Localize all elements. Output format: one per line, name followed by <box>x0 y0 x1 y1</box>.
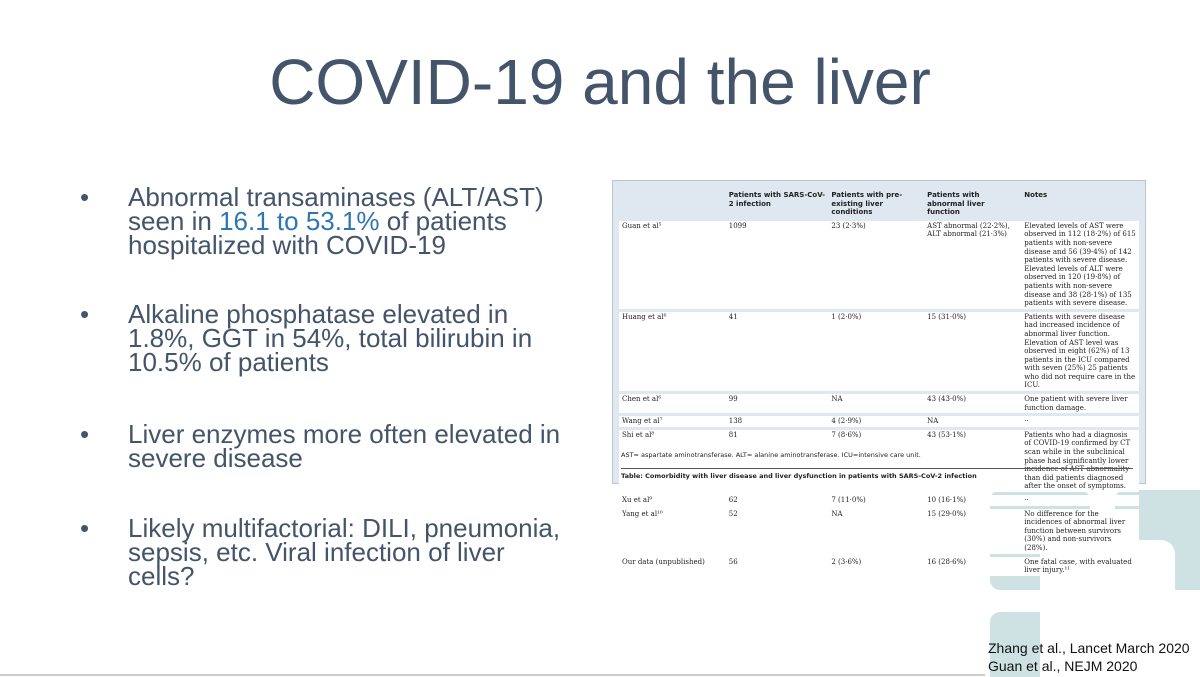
bullet-dot: • <box>80 182 90 212</box>
table-cell: Chen et al⁶ <box>619 394 726 414</box>
table-cell: 7 (11·0%) <box>828 495 925 506</box>
table-cell: 4 (2·9%) <box>828 416 925 427</box>
table-cell: 7 (8·6%) <box>828 429 925 492</box>
bullet-text: Liver enzymes more often elevated in sev… <box>128 419 561 473</box>
table-cell: ·· <box>1021 495 1139 506</box>
table-cell: One fatal case, with evaluated liver inj… <box>1021 556 1139 576</box>
table-cell: 1 (2·0%) <box>828 311 925 392</box>
title: COVID-19 and the liver <box>269 46 931 118</box>
table-cell: 23 (2·3%) <box>828 220 925 309</box>
table-row: Chen et al⁶ 99 NA 43 (43·0%) One patient wit… <box>619 394 1139 414</box>
table-cell: 62 <box>725 495 829 506</box>
table-row: Wang et al⁷ 138 4 (2·9%) NA ·· <box>619 416 1139 427</box>
bullet-dot: • <box>80 513 90 543</box>
table-cell: 99 <box>725 394 829 414</box>
table-row: Huang et al⁶ 41 1 (2·0%) 15 (31·0%) Patients… <box>619 311 1139 392</box>
header-cell <box>619 190 726 218</box>
table-row: Shi et al⁸ 81 7 (8·6%) 43 (53·1%) Patients w… <box>619 429 1139 492</box>
table-row: Guan et al⁵ 1099 23 (2·3%) AST abnormal (22… <box>619 220 1139 309</box>
table-cell: 56 <box>725 556 829 576</box>
table-cell: 138 <box>725 416 829 427</box>
header-cell: Notes <box>1024 191 1048 199</box>
table-cell: Yang et al¹⁰ <box>619 508 726 554</box>
citation: Guan et al., NEJM 2020 <box>988 658 1138 674</box>
table-cell: 10 (16·1%) <box>924 495 1022 506</box>
table-cell: Our data (unpublished) <box>619 556 726 576</box>
table-row: Yang et al¹⁰ 52 NA 15 (29·0%) No difference … <box>619 508 1139 554</box>
table-cell: NA <box>924 416 1022 427</box>
bullet-text: Abnormal transaminases (ALT/AST) seen in… <box>128 182 578 260</box>
table-cell: NA <box>828 508 925 554</box>
table-cell: One patient with severe liver function d… <box>1021 394 1139 414</box>
table-cell: NA <box>828 394 925 414</box>
table-cell: ·· <box>1021 416 1139 427</box>
highlight-run: 16.1 to 53.1% <box>219 206 380 236</box>
header-cell: Patients with pre-existing liver conditi… <box>831 191 903 217</box>
table-cell: Shi et al⁸ <box>619 429 726 492</box>
text-run: of patients hospitalized with COVID-19 <box>128 206 507 260</box>
table-figure: Patients with SARS-CoV-2 infection Patien… <box>612 180 1146 576</box>
table-footnote: AST= aspartate aminotransferase. ALT= al… <box>621 451 921 459</box>
table-cell: 16 (28·6%) <box>924 556 1022 576</box>
table-cell: Patients who had a diagnosis of COVID-19… <box>1021 429 1139 492</box>
table-cell: 15 (29·0%) <box>924 508 1022 554</box>
table-row: Our data (unpublished) 56 2 (3·6%) 16 (28·6… <box>619 556 1139 576</box>
table-cell: No difference for the incidences of abno… <box>1021 508 1139 554</box>
table-cell: Patients with severe disease had increas… <box>1021 311 1139 392</box>
table-cell: Guan et al⁵ <box>619 220 726 309</box>
header-cell: Patients with SARS-CoV-2 infection <box>728 191 826 208</box>
bullet-text: Likely multifactorial: DILI, pneumonia, … <box>128 513 561 591</box>
table-cell: Wang et al⁷ <box>619 416 726 427</box>
bullet-text: Alkaline phosphatase elevated in 1.8%, G… <box>128 299 533 377</box>
bullet-dot: • <box>80 419 90 449</box>
table-cell: AST abnormal (22·2%), ALT abnormal (21·3… <box>924 220 1022 309</box>
table-cell: 2 (3·6%) <box>828 556 925 576</box>
table-cell: 1099 <box>725 220 829 309</box>
table-cell: 15 (31·0%) <box>924 311 1022 392</box>
bullet-dot: • <box>80 299 90 329</box>
table-cell: 41 <box>725 311 829 392</box>
table-cell: Huang et al⁶ <box>619 311 726 392</box>
table: Patients with SARS-CoV-2 infection Patien… <box>619 187 1139 579</box>
table-caption: Table: Comorbidity with liver disease an… <box>621 468 1133 480</box>
table-cell: 81 <box>725 429 829 492</box>
table-cell: 43 (43·0%) <box>924 394 1022 414</box>
table-cell: 52 <box>725 508 829 554</box>
table-cell: 43 (53·1%) <box>924 429 1022 492</box>
text-run: Abnormal transaminases (ALT/AST) seen in <box>128 182 544 236</box>
table-cell: Elevated levels of AST were observed in … <box>1021 220 1139 309</box>
header-cell: Patients with abnormal liver function <box>927 191 985 217</box>
table-cell: Xu et al⁹ <box>619 495 726 506</box>
table-row: Xu et al⁹ 62 7 (11·0%) 10 (16·1%) ·· <box>619 495 1139 506</box>
citation: Zhang et al., Lancet March 2020 <box>988 640 1190 656</box>
